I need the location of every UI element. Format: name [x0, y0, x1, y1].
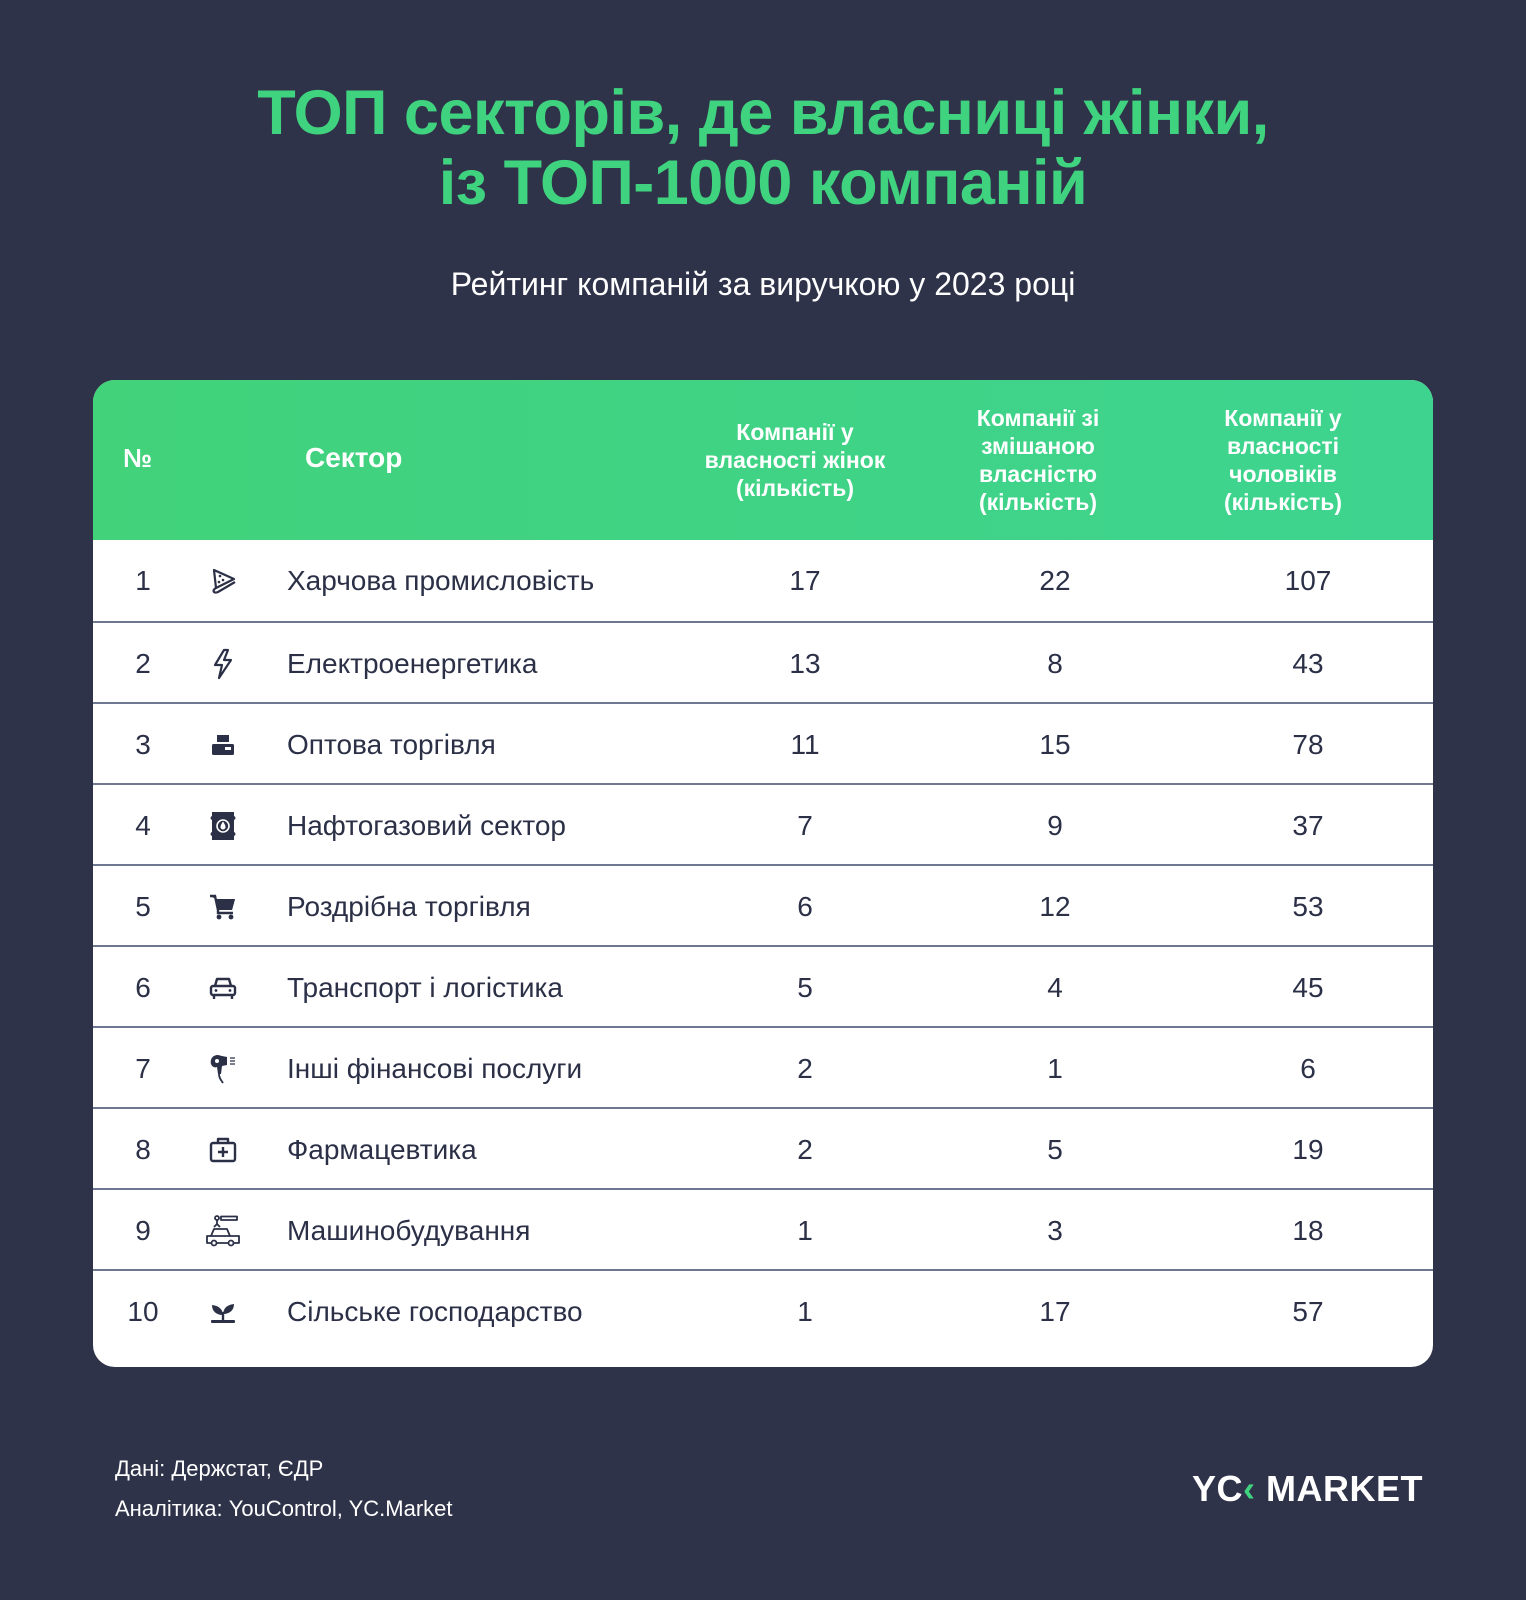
women-owned-count: 2	[797, 1134, 813, 1165]
logo-text-market: MARKET	[1266, 1468, 1424, 1509]
mixed-owned-count: 17	[1039, 1296, 1071, 1327]
rank: 2	[135, 648, 151, 679]
sprout-icon	[205, 1271, 241, 1352]
rank: 3	[135, 729, 151, 760]
men-owned-count: 53	[1292, 891, 1324, 922]
analytics-note: Аналітика: YouControl, YC.Market	[115, 1496, 453, 1521]
women-owned-count: 5	[797, 972, 813, 1003]
header-line: власності жінок	[704, 447, 886, 473]
rank: 7	[135, 1053, 151, 1084]
men-owned-count: 78	[1292, 729, 1324, 760]
women-owned-count: 1	[797, 1296, 813, 1327]
header-line: Компанії у	[1224, 405, 1342, 431]
mixed-owned-count: 22	[1039, 565, 1071, 596]
first-aid-kit-icon	[205, 1109, 241, 1190]
table-row: 7 Інші фінансові послуги 2 1 6	[93, 1026, 1433, 1109]
men-owned-count: 18	[1292, 1215, 1324, 1246]
men-owned-count: 45	[1292, 972, 1324, 1003]
table-row: 8 Фармацевтика 2 5 19	[93, 1107, 1433, 1190]
oil-barrel-icon	[205, 785, 241, 866]
cash-register-icon	[205, 704, 241, 785]
column-header-mixed-owned: Компанії зі змішаною власністю (кількіст…	[923, 404, 1153, 516]
rank: 5	[135, 891, 151, 922]
yc-market-logo: YC‹ MARKET	[1192, 1468, 1423, 1510]
header-line: (кількість)	[1223, 489, 1343, 515]
women-owned-count: 1	[797, 1215, 813, 1246]
women-owned-count: 11	[790, 729, 820, 760]
men-owned-count: 57	[1292, 1296, 1324, 1327]
men-owned-count: 6	[1300, 1053, 1316, 1084]
women-owned-count: 6	[797, 891, 813, 922]
header-line: власністю	[978, 461, 1097, 487]
mixed-owned-count: 12	[1039, 891, 1071, 922]
title-line-2: із ТОП-1000 компаній	[438, 148, 1088, 218]
men-owned-count: 19	[1292, 1134, 1324, 1165]
rank: 9	[135, 1215, 151, 1246]
header-line: чоловіків	[1229, 461, 1337, 487]
women-owned-count: 2	[797, 1053, 813, 1084]
table-header: № Сектор Компанії у власності жінок (кіл…	[93, 380, 1433, 540]
mixed-owned-count: 4	[1047, 972, 1063, 1003]
hair-dryer-icon	[205, 1028, 241, 1109]
women-owned-count: 17	[789, 565, 821, 596]
header-line: власності	[1226, 433, 1340, 459]
rank: 1	[135, 565, 151, 596]
logo-text-yc: YC	[1192, 1468, 1244, 1509]
mixed-owned-count: 15	[1039, 729, 1071, 760]
data-source-note: Дані: Держстат, ЄДР	[115, 1456, 324, 1481]
column-header-number: №	[123, 443, 152, 473]
column-header-men-owned: Компанії у власності чоловіків (кількіст…	[1168, 404, 1398, 516]
header-line: змішаною	[981, 433, 1095, 459]
title-line-1: ТОП секторів, де власниці жінки,	[257, 78, 1269, 148]
header-line: (кількість)	[978, 489, 1098, 515]
rank: 10	[127, 1296, 159, 1327]
table-row: 4 Нафтогазовий сектор 7 9 37	[93, 783, 1433, 866]
table-row: 9 Машинобудування 1 3 18	[93, 1188, 1433, 1271]
sector-name: Фармацевтика	[287, 1134, 477, 1165]
rank: 8	[135, 1134, 151, 1165]
mixed-owned-count: 3	[1047, 1215, 1063, 1246]
car-icon	[205, 947, 241, 1028]
shopping-cart-icon	[205, 866, 241, 947]
rank: 6	[135, 972, 151, 1003]
car-assembly-robot-icon	[205, 1190, 241, 1271]
pizza-slice-icon	[205, 540, 241, 621]
men-owned-count: 107	[1284, 565, 1332, 596]
page-title: ТОП секторів, де власниці жінки, із ТОП-…	[0, 78, 1526, 218]
sector-name: Електроенергетика	[287, 648, 538, 679]
sector-ranking-table: № Сектор Компанії у власності жінок (кіл…	[93, 380, 1433, 1367]
header-line: (кількість)	[735, 475, 855, 501]
table-row: 5 Роздрібна торгівля 6 12 53	[93, 864, 1433, 947]
mixed-owned-count: 8	[1047, 648, 1063, 679]
table-row: 3 Оптова торгівля 11 15 78	[93, 702, 1433, 785]
men-owned-count: 37	[1292, 810, 1324, 841]
sector-name: Транспорт і логістика	[287, 972, 563, 1003]
column-header-women-owned: Компанії у власності жінок (кількість)	[675, 418, 915, 502]
table-row: 2 Електроенергетика 13 8 43	[93, 621, 1433, 704]
sector-name: Харчова промисловість	[287, 565, 595, 596]
header-line: Компанії зі	[976, 405, 1100, 431]
men-owned-count: 43	[1292, 648, 1324, 679]
sector-name: Оптова торгівля	[287, 729, 496, 760]
sector-name: Машинобудування	[287, 1215, 531, 1246]
header-line: Компанії у	[736, 419, 854, 445]
women-owned-count: 13	[789, 648, 821, 679]
sector-name: Сільське господарство	[287, 1296, 583, 1327]
table-row: 1 Харчова промисловість 17 22 107	[93, 540, 1433, 621]
lightning-bolt-icon	[205, 623, 241, 704]
sector-name: Роздрібна торгівля	[287, 891, 531, 922]
table-row: 6 Транспорт і логістика 5 4 45	[93, 945, 1433, 1028]
women-owned-count: 7	[797, 810, 813, 841]
rank: 4	[135, 810, 151, 841]
sector-name: Інші фінансові послуги	[287, 1053, 583, 1084]
table-row: 10 Сільське господарство 1 17 57	[93, 1269, 1433, 1352]
column-header-sector: Сектор	[305, 442, 403, 473]
sector-name: Нафтогазовий сектор	[287, 810, 566, 841]
mixed-owned-count: 1	[1047, 1053, 1063, 1084]
logo-accent-icon: ‹	[1243, 1468, 1256, 1509]
mixed-owned-count: 5	[1047, 1134, 1063, 1165]
mixed-owned-count: 9	[1047, 810, 1063, 841]
subtitle: Рейтинг компаній за виручкою у 2023 році	[450, 266, 1076, 302]
